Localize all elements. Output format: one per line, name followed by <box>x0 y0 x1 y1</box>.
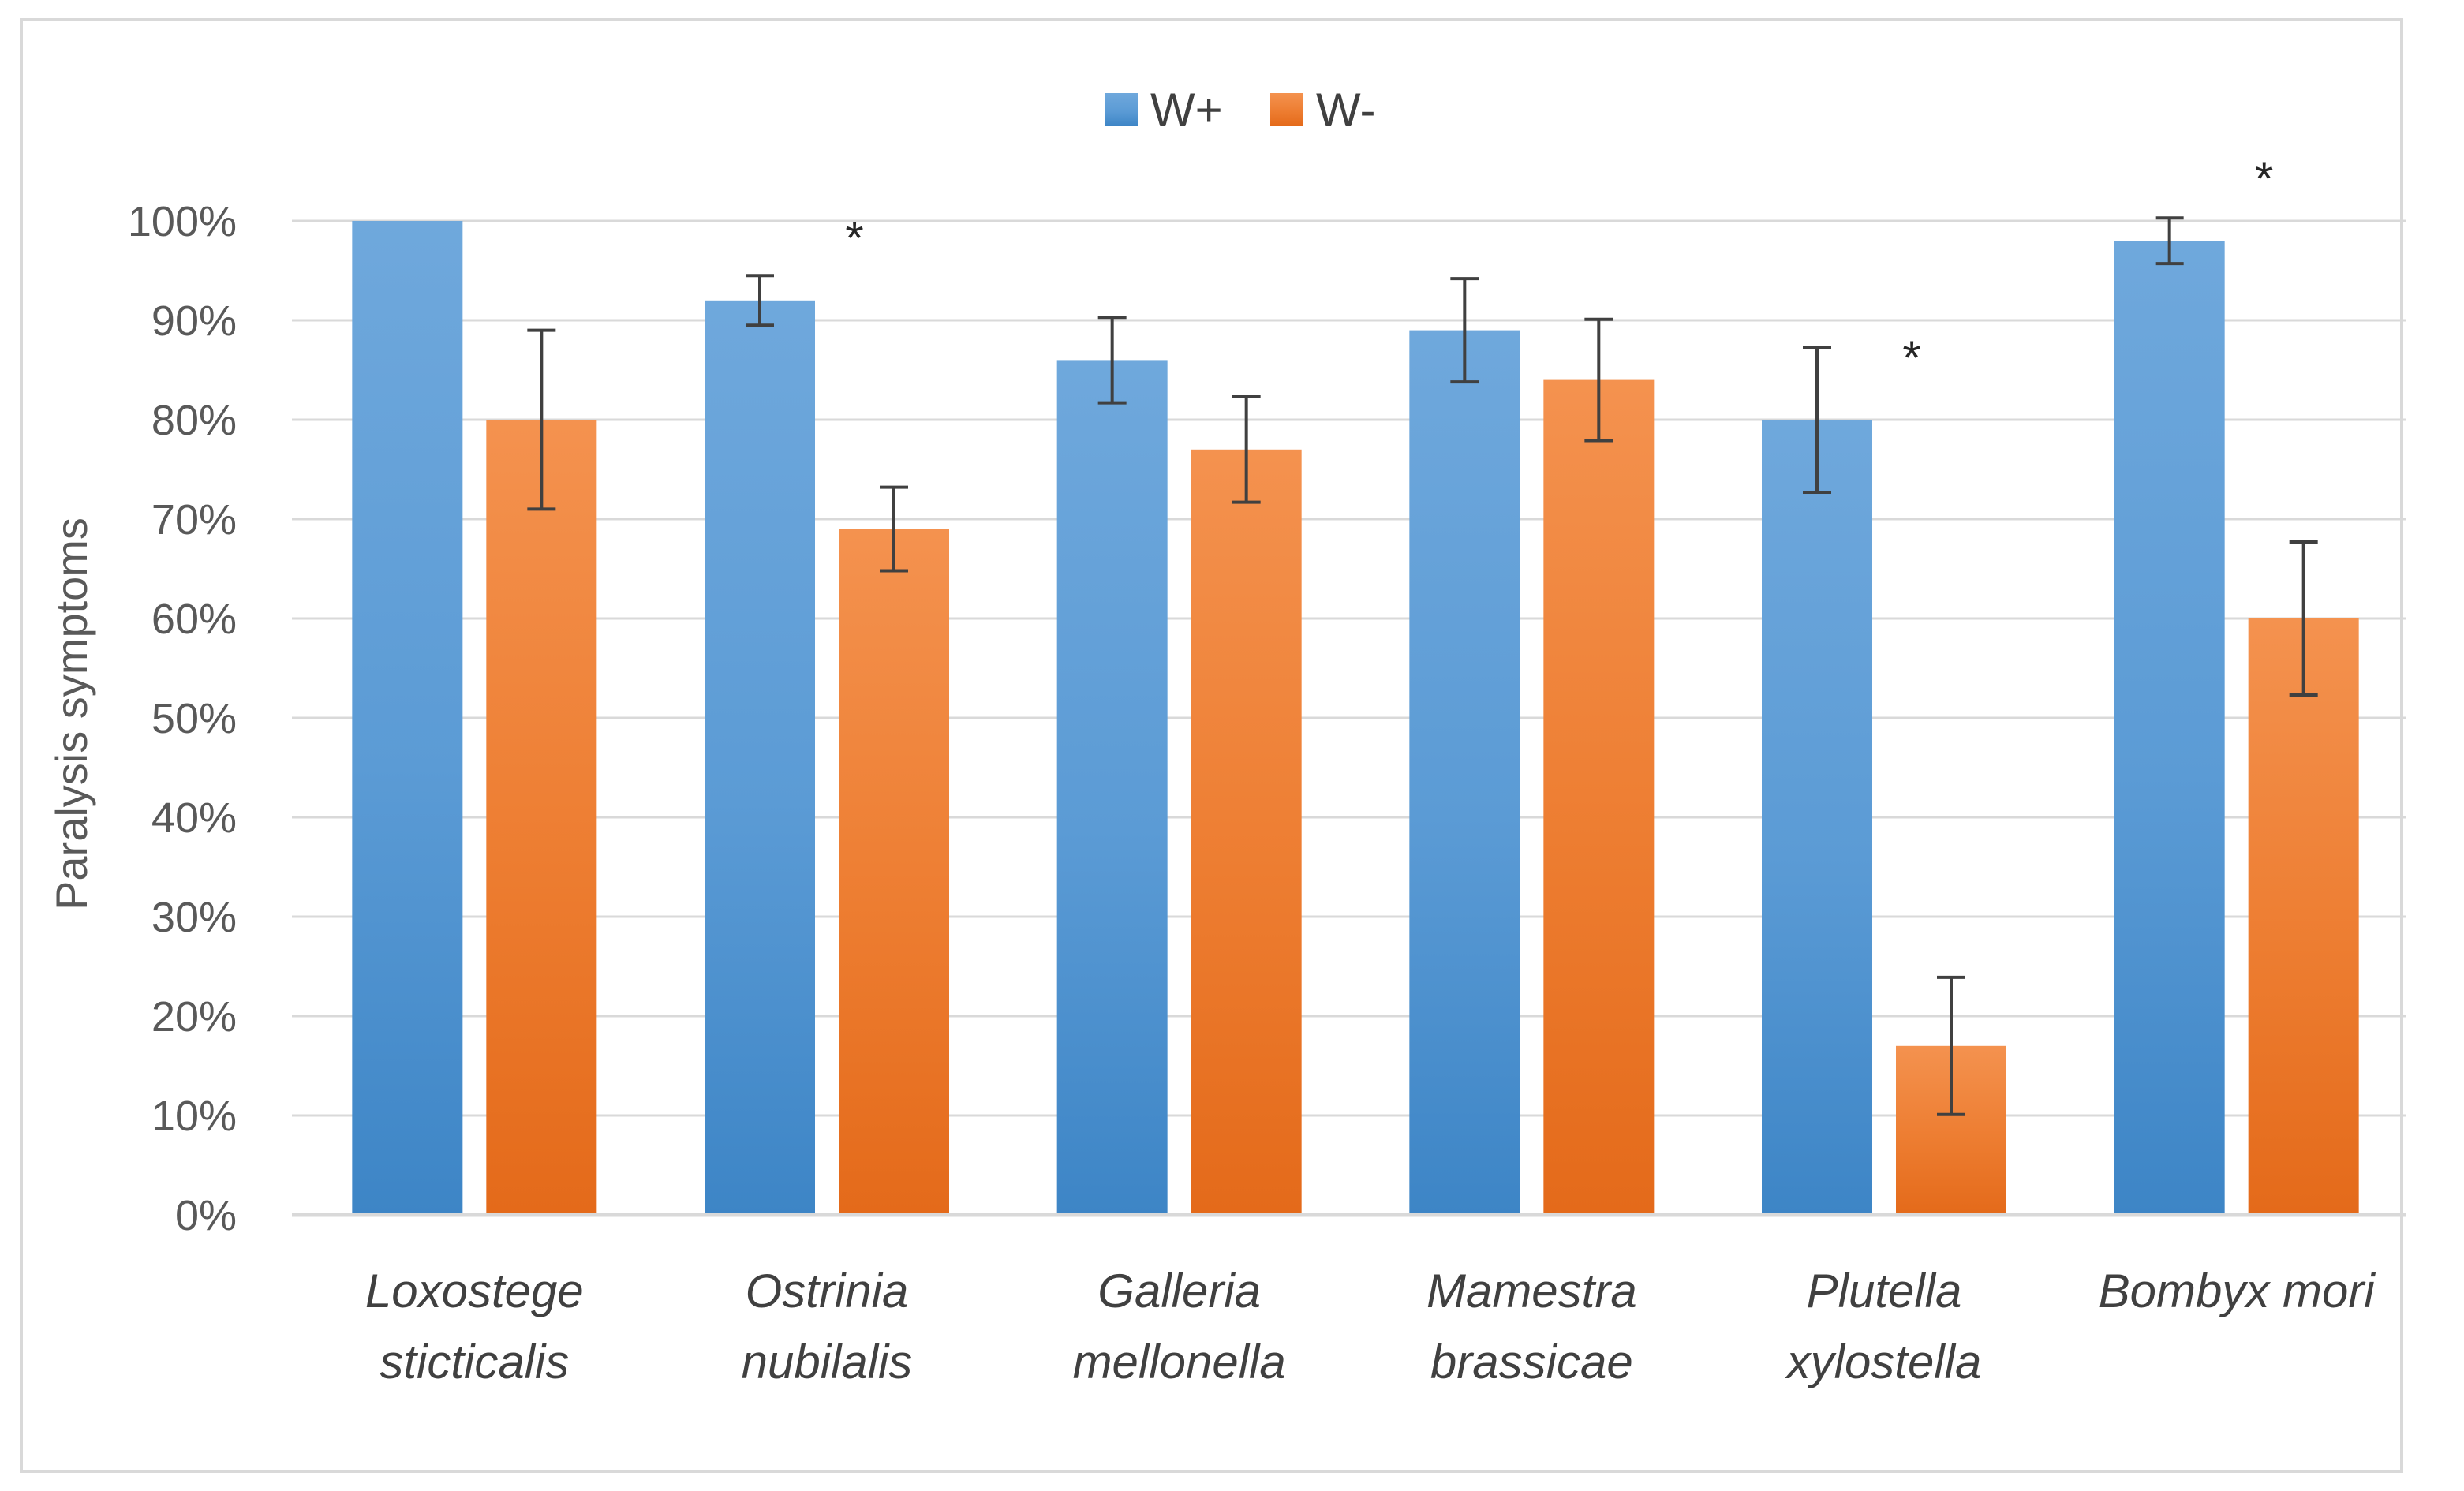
error-bar-wminus-3 <box>1584 317 1613 443</box>
gridlines <box>292 219 2406 1117</box>
category-label-3-0: Mamestra <box>1426 1265 1637 1317</box>
legend-item-wplus: W+ <box>1105 84 1223 136</box>
bar-wplus-1 <box>705 300 815 1215</box>
legend-label: W+ <box>1150 84 1223 136</box>
error-bar-wplus-1 <box>746 274 774 327</box>
y-tick-80: 80% <box>151 397 237 444</box>
error-bar-wminus-4 <box>1937 975 1965 1116</box>
y-axis-title: Paralysis symptoms <box>47 518 96 910</box>
error-bar-wminus-2 <box>1232 395 1261 504</box>
legend: W+ W- <box>1105 84 1376 136</box>
error-bar-wplus-2 <box>1097 316 1127 405</box>
y-tick-30: 30% <box>151 894 237 941</box>
category-label-5-0: Bombyx mori <box>2099 1265 2376 1317</box>
y-tick-70: 70% <box>151 496 237 544</box>
bar-wplus-0 <box>352 221 463 1215</box>
bar-wplus-3 <box>1409 330 1520 1216</box>
bar-wminus-3 <box>1543 379 1655 1216</box>
error-bar-wplus-5 <box>2155 216 2184 266</box>
category-label-2-1: mellonella <box>1073 1336 1286 1388</box>
y-tick-10: 10% <box>151 1093 237 1140</box>
y-tick-0: 0% <box>175 1192 237 1239</box>
category-label-1-1: nubilalis <box>742 1336 913 1388</box>
significance-star-2: * <box>2255 152 2273 205</box>
significance-star-1: * <box>1902 331 1920 384</box>
bar-wminus-5 <box>2248 618 2359 1215</box>
bar-wminus-1 <box>839 529 949 1215</box>
bars <box>352 221 2359 1216</box>
y-tick-60: 60% <box>151 596 237 643</box>
error-bars <box>527 216 2318 1116</box>
y-tick-90: 90% <box>151 297 237 345</box>
category-label-1-0: Ostrinia <box>746 1265 909 1317</box>
category-label-3-1: brassicae <box>1430 1336 1633 1388</box>
legend-swatch <box>1105 93 1138 126</box>
category-label-0-1: sticticalis <box>380 1336 569 1388</box>
y-tick-labels: 0% 10% 20% 30% 40% 50% 60% 70% 80% 90% 100% <box>128 198 237 1239</box>
error-bar-wminus-1 <box>880 485 908 573</box>
category-label-4-0: Plutella <box>1807 1265 1962 1317</box>
bar-wminus-2 <box>1191 449 1302 1215</box>
y-tick-20: 20% <box>151 993 237 1041</box>
y-tick-40: 40% <box>151 794 237 842</box>
bar-wplus-2 <box>1056 360 1168 1215</box>
category-label-2-0: Galleria <box>1097 1265 1261 1317</box>
y-tick-50: 50% <box>151 695 237 742</box>
significance-star-0: * <box>845 212 863 265</box>
error-bar-wplus-3 <box>1450 277 1479 384</box>
category-label-0-0: Loxostege <box>365 1265 584 1317</box>
legend-swatch <box>1270 93 1303 126</box>
category-labels: Loxostege sticticalis Ostrinia nubilalis Gal… <box>365 1265 2376 1388</box>
bar-wminus-0 <box>486 420 597 1215</box>
bar-wplus-5 <box>2114 241 2225 1216</box>
significance-annotations: * * * <box>845 152 2273 384</box>
bar-wplus-4 <box>1762 420 1872 1215</box>
category-label-4-1: xylostella <box>1785 1336 1982 1388</box>
error-bar-wminus-5 <box>2289 540 2318 697</box>
y-tick-100: 100% <box>128 198 237 245</box>
legend-item-wminus: W- <box>1270 84 1376 136</box>
error-bar-wplus-4 <box>1803 346 1831 494</box>
legend-label: W- <box>1316 84 1376 136</box>
error-bar-wminus-0 <box>527 328 556 511</box>
